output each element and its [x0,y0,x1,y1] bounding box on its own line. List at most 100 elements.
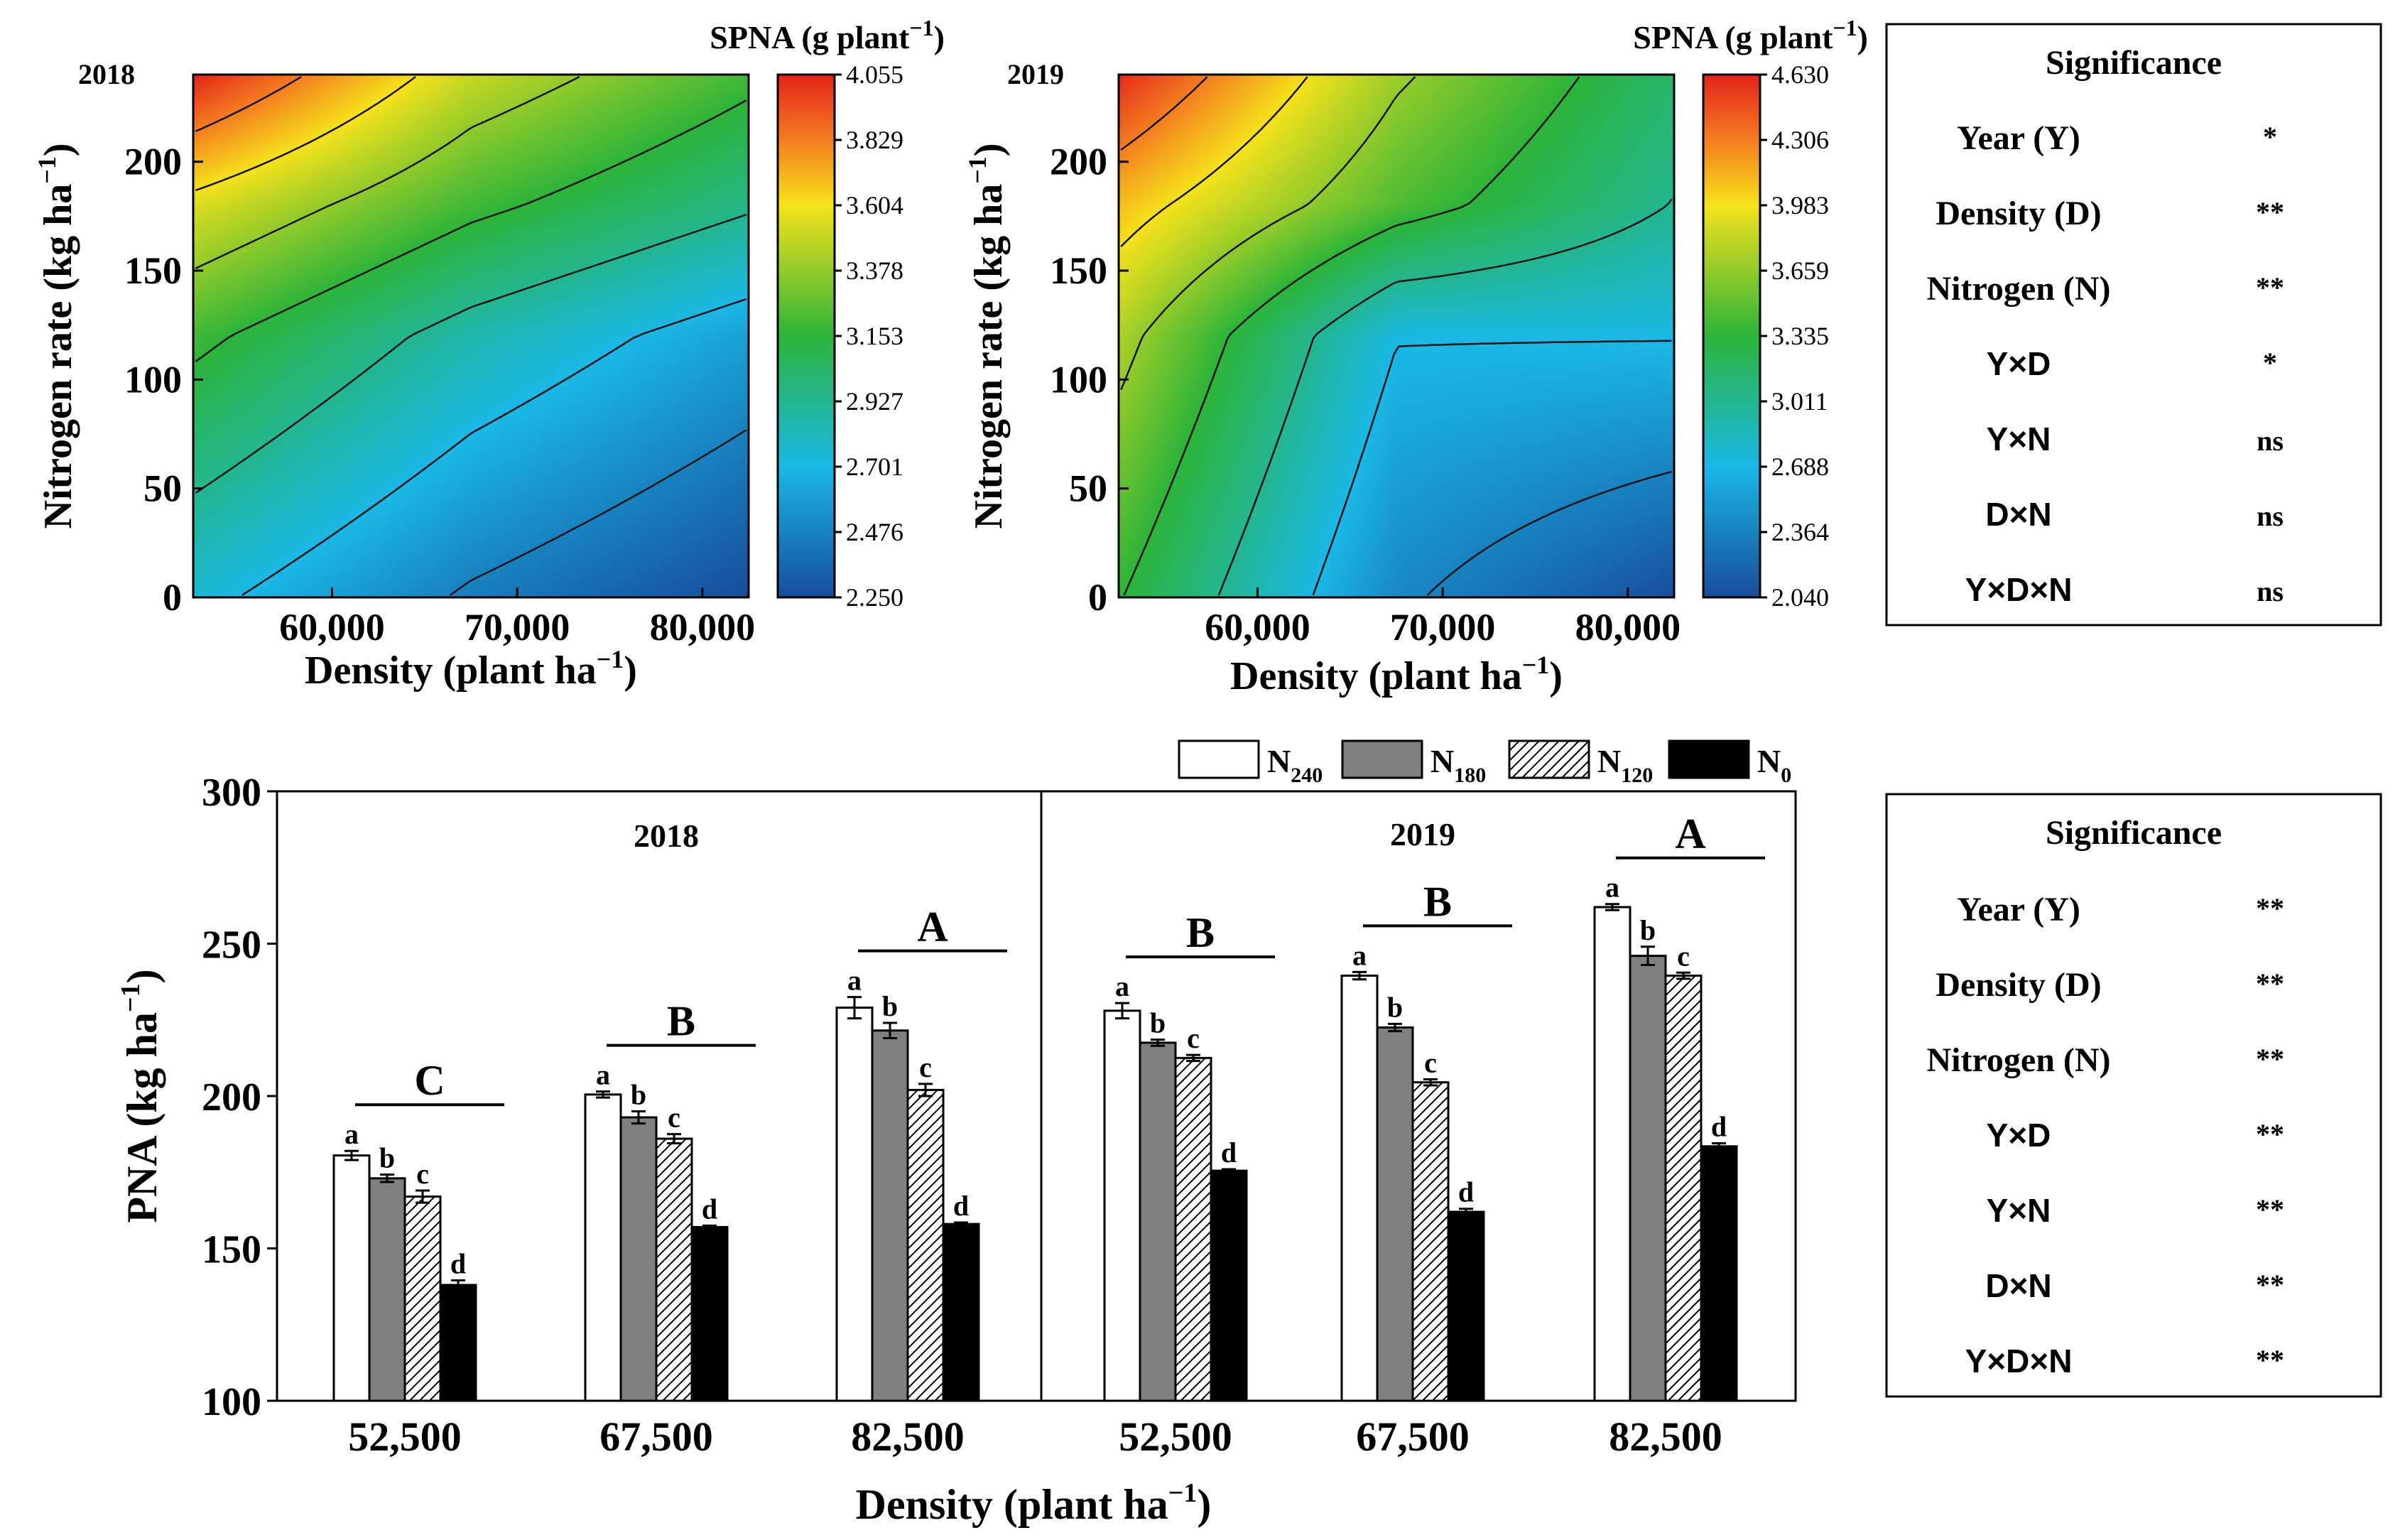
bar-n120-hatch [1665,975,1702,1401]
x-tick-label: 82,500 [1609,1414,1722,1460]
bar-n180 [871,1029,909,1402]
spna-2019-heatmap [1119,75,1674,597]
significance-factor: Y×N [1987,421,2051,457]
legend-swatch [1341,739,1423,779]
y-tick-label: 50 [1069,467,1107,510]
colorbar-tick-label: 3.335 [1771,322,1829,350]
significance-letter: c [416,1158,429,1190]
significance-value: ** [2256,1344,2284,1376]
bar-n240 [332,1154,371,1402]
spna-2019-plot-frame [1117,73,1676,599]
bar-n180 [1629,955,1667,1402]
significance-letter: c [1677,940,1690,972]
significance-factor: Y×N [1987,1192,2051,1229]
contour-line [449,429,747,597]
colorbar-tick-label: 2.701 [846,452,903,481]
colorbar-tick-label: 3.011 [1771,387,1828,416]
contour-line [241,298,747,596]
y-tick-label: 100 [124,358,182,401]
significance-table-bottom: Significance Year (Y) ** Density (D) ** Nitr… [1885,793,2382,1398]
bar-n0 [942,1222,980,1402]
colorbar-tick-label: 2.927 [846,387,903,416]
contour-line [1426,470,1673,596]
bar-n180 [619,1116,658,1402]
significance-factor: Year (Y) [1957,891,2080,928]
bar-n120-hatch [656,1138,693,1401]
bar-n120-hatch [1412,1081,1449,1401]
significance-factor: Nitrogen (N) [1926,270,2110,308]
x-tick-label: 70,000 [465,606,570,649]
significance-table-top: Significance Year (Y) * Density (D) ** Nitro… [1885,23,2382,627]
spna-2018-heatmap [193,75,749,597]
significance-letter: b [1150,1007,1166,1039]
contour-line [195,214,747,494]
bar-n120-hatch [907,1089,944,1401]
significance-value: ** [2256,1043,2284,1075]
significance-factor: D×N [1985,496,2051,533]
pna-x-tick-labels: 52,500 67,500 82,500 52,500 67,500 82,500 [348,1414,1722,1460]
y-tick-label: 200 [1050,141,1107,183]
significance-value: ns [2257,575,2284,607]
spna-2018-x-axis-title: Density (plant ha−1) [305,645,637,693]
panel-label-2018: 2018 [634,818,699,854]
group-letter: B [667,998,695,1045]
significance-value: ** [2256,1193,2284,1225]
significance-letter: c [919,1051,932,1083]
colorbar-tick-label: 2.688 [1771,452,1829,481]
spna-2019-x-ticks: 60,000 70,000 80,000 [1205,587,1681,649]
colorbar-tick-label: 3.829 [846,126,903,154]
group-letter: C [414,1057,445,1104]
significance-letter: d [702,1193,717,1225]
spna-2019-colorbar-title: SPNA (g plant−1) [1633,15,1868,55]
spna-2018-colorbar-ticks: 4.055 3.829 3.604 3.378 3.153 2.927 2.701 2.476… [835,60,903,612]
y-tick-label: 200 [124,141,182,183]
significance-top-rows: Year (Y) * Density (D) ** Nitrogen (N) ** Y×D *… [1926,119,2284,608]
significance-letter: d [1458,1176,1474,1208]
significance-value: ** [2256,1118,2284,1150]
significance-factor: Y×D×N [1965,1343,2073,1379]
group-letter: B [1186,909,1215,956]
significance-value: * [2263,347,2277,379]
bar-n120-hatch [404,1195,441,1401]
spna-2018-y-ticks: 0 50 100 150 200 [124,141,203,619]
spna-2019-colorbar [1702,73,1761,599]
spna-2019-panel-label: 2019 [1007,58,1064,90]
contour-line [195,76,416,192]
significance-factor: Nitrogen (N) [1926,1041,2110,1079]
bar-n0 [690,1225,729,1402]
significance-letter: b [1640,914,1656,946]
legend-label-subscript: 240 [1291,764,1323,787]
legend-swatch [1178,739,1260,779]
spna-2019-y-ticks: 0 50 100 150 200 [1050,141,1129,619]
significance-factor: Year (Y) [1957,119,2080,157]
significance-letter: a [847,965,862,997]
legend-label: N120 [1597,743,1653,787]
colorbar-tick-label: 4.306 [1771,126,1829,154]
significance-bottom-rows: Year (Y) ** Density (D) ** Nitrogen (N) ** Y×D… [1926,891,2284,1379]
significance-top-title: Significance [2046,44,2222,82]
significance-letter: b [631,1078,646,1110]
bar-n180 [1139,1041,1177,1402]
x-tick-label: 67,500 [1356,1414,1470,1460]
y-tick-label: 300 [202,771,261,815]
x-tick-label: 52,500 [348,1414,462,1460]
legend-swatch-hatch [1509,740,1590,779]
group-letter: A [917,904,948,950]
spna-2019-y-axis-title: Nitrogen rate (kg ha−1) [963,143,1011,529]
colorbar-tick-label: 2.040 [1771,583,1829,612]
significance-factor: Y×D×N [1965,571,2073,608]
significance-letter: c [668,1102,680,1134]
spna-2018-colorbar-title: SPNA (g plant−1) [710,15,945,55]
colorbar-tick-label: 3.983 [1771,191,1829,219]
bar-n0 [1447,1210,1485,1402]
bar-n0 [1210,1169,1248,1402]
legend-label-subscript: 120 [1621,764,1653,787]
colorbar-tick-label: 2.476 [846,518,903,546]
significance-letter: b [1387,991,1403,1023]
x-tick-label: 60,000 [1205,606,1310,649]
colorbar-tick-label: 4.055 [846,60,903,89]
significance-letter: a [344,1118,359,1150]
contour-line [1312,340,1672,596]
